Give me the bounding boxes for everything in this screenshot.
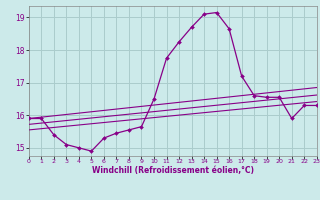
X-axis label: Windchill (Refroidissement éolien,°C): Windchill (Refroidissement éolien,°C) (92, 166, 254, 175)
